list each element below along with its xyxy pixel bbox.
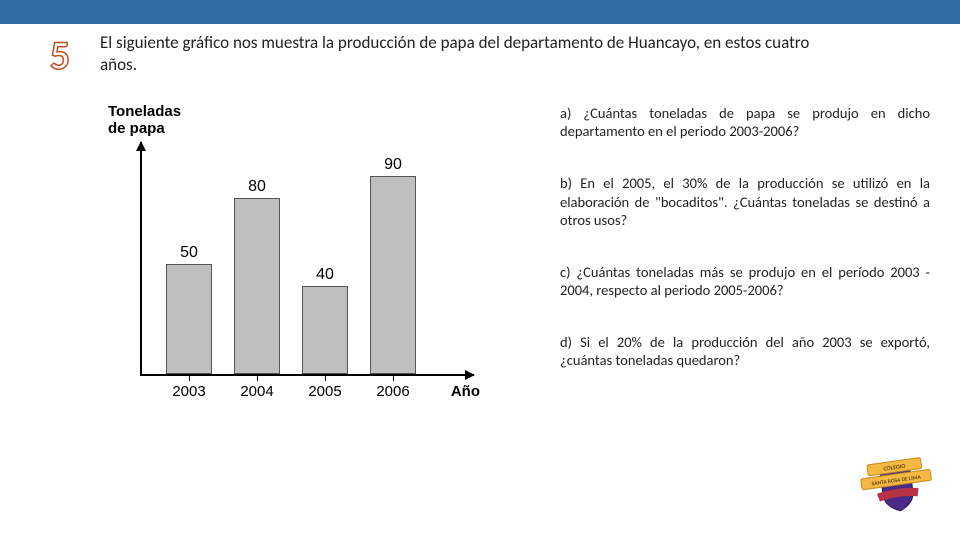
y-axis-label: Toneladas de papa [108, 104, 181, 137]
question-number: 5 [20, 32, 100, 414]
y-axis [140, 142, 142, 376]
tick-mark [257, 376, 258, 381]
bar-label-2005: 40 [302, 266, 348, 284]
bar-label-2003: 50 [166, 244, 212, 262]
bar-chart: Toneladas de papa Año 502003802004402005… [108, 104, 488, 414]
y-axis-label-line2: de papa [108, 120, 165, 137]
top-bar [0, 0, 960, 24]
logo-svg: COLEGIO SANTA ROSA DE LIMA [858, 451, 936, 521]
tick-mark [189, 376, 190, 381]
question-c: c) ¿Cuántas toneladas más se produjo en … [560, 263, 930, 299]
question-b: b) En el 2005, el 30% de la producción s… [560, 174, 930, 228]
y-axis-label-line1: Toneladas [108, 103, 181, 120]
tick-mark [393, 376, 394, 381]
bar-label-2006: 90 [370, 156, 416, 174]
x-tick-2006: 2006 [363, 383, 423, 400]
tick-mark [325, 376, 326, 381]
chart-container: Toneladas de papa Año 502003802004402005… [100, 104, 530, 414]
questions-list: a) ¿Cuántas toneladas de papa se produjo… [530, 104, 940, 414]
x-tick-2003: 2003 [159, 383, 219, 400]
content-area: 5 El siguiente gráfico nos muestra la pr… [0, 24, 960, 414]
bar-2005 [302, 286, 348, 374]
x-tick-2005: 2005 [295, 383, 355, 400]
question-d: d) Si el 20% de la producción del año 20… [560, 333, 930, 369]
prompt-text: El siguiente gráfico nos muestra la prod… [100, 32, 820, 76]
school-logo: COLEGIO SANTA ROSA DE LIMA [858, 451, 936, 526]
x-axis-label: Año [451, 383, 480, 400]
question-a: a) ¿Cuántas toneladas de papa se produjo… [560, 104, 930, 140]
bar-2004 [234, 198, 280, 374]
x-axis [140, 374, 474, 376]
x-tick-2004: 2004 [227, 383, 287, 400]
bar-2006 [370, 176, 416, 374]
bar-2003 [166, 264, 212, 374]
plot-area: Año 502003802004402005902006 [140, 156, 460, 376]
bar-label-2004: 80 [234, 178, 280, 196]
